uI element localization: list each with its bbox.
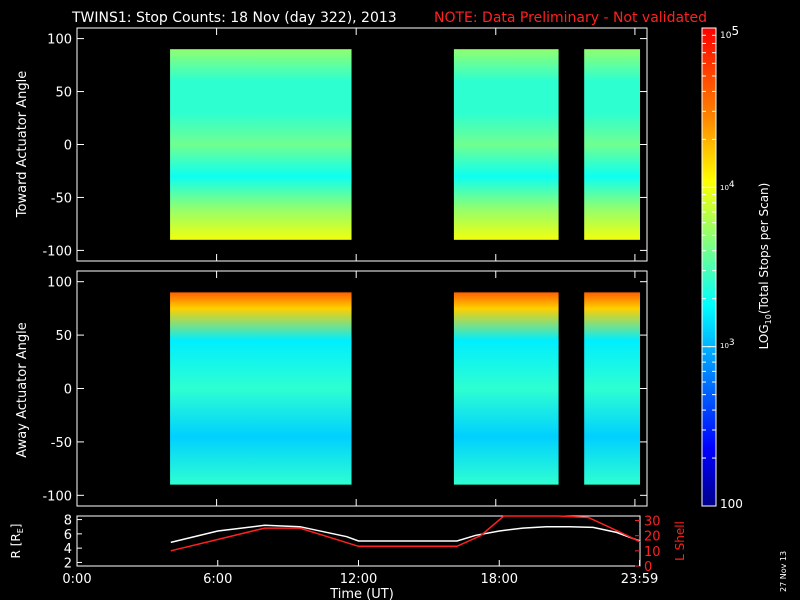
colorbar-bottom-label: 100 <box>720 497 743 511</box>
y-tick-label: 100 <box>47 33 72 48</box>
r-tick-label: 8 <box>64 514 72 529</box>
away-panel-bg <box>77 271 647 506</box>
toward-y-ticks: 100 50 0 -50 -100 <box>42 28 647 261</box>
heatmap-segment <box>170 292 352 485</box>
r-ylabel-sub: E <box>16 528 25 533</box>
r-tick-label: 4 <box>64 542 72 557</box>
x-axis-label: Time (UT) <box>329 587 394 600</box>
cb-top-base: 10 <box>720 31 732 41</box>
l-tick-label: 20 <box>644 530 661 545</box>
heatmap-segment <box>453 292 559 485</box>
y-tick-label: 0 <box>64 139 72 154</box>
colorbar-mid-label-2: 103 <box>720 338 735 350</box>
l-tick-label: 0 <box>644 560 652 575</box>
r-ylabel: R [RE] <box>9 524 25 559</box>
y-tick-label: -100 <box>42 489 72 504</box>
x-tick-label: 23:59 <box>621 572 658 587</box>
y-tick-label: -50 <box>51 191 72 206</box>
toward-panel: 100 50 0 -50 -100 Toward Actuator Angle <box>15 27 648 262</box>
away-heatmap <box>170 292 641 485</box>
y-tick-label: 50 <box>55 329 72 344</box>
away-y-ticks: 100 50 0 -50 -100 <box>42 271 647 506</box>
r-ylabel-end: ] <box>9 524 23 529</box>
l-tick-label: 30 <box>644 515 661 530</box>
l-tick-label: 10 <box>644 545 661 560</box>
cb-title-prefix: LOG <box>757 324 771 349</box>
x-tick-label: 12:00 <box>340 572 377 587</box>
heatmap-segment <box>584 49 641 240</box>
cb-title-suffix: (Total Stops per Scan) <box>757 183 771 314</box>
heatmap-segment <box>584 292 641 485</box>
y-tick-label: 50 <box>55 86 72 101</box>
l-shell-label: L Shell <box>673 521 687 561</box>
cb-mid1-exp: 4 <box>729 180 735 190</box>
toward-ylabel: Toward Actuator Angle <box>15 71 30 218</box>
orbit-lines <box>170 515 641 552</box>
colorbar: 105 104 103 100 LOG10(Total Stops per Sc… <box>701 24 773 511</box>
toward-panel-bg <box>77 28 647 261</box>
colorbar-ramp <box>701 27 717 507</box>
away-panel: 100 50 0 -50 -100 Away Actuator Angle <box>15 270 648 507</box>
x-tick-label: 6:00 <box>203 572 232 587</box>
r-line <box>170 524 641 544</box>
colorbar-ticks <box>702 27 716 507</box>
x-tick-label: 18:00 <box>481 572 518 587</box>
preliminary-note: NOTE: Data Preliminary - Not validated <box>434 10 707 26</box>
y-tick-label: -50 <box>51 436 72 451</box>
cb-mid1-base: 10 <box>720 184 729 192</box>
y-tick-label: 0 <box>64 383 72 398</box>
colorbar-top-label: 105 <box>720 24 739 41</box>
colorbar-mid-label-1: 104 <box>720 180 735 192</box>
l-shell-line <box>170 515 641 552</box>
cb-title-sub: 10 <box>764 314 773 324</box>
r-tick-label: 2 <box>64 556 72 571</box>
heatmap-segment <box>453 49 559 240</box>
heatmap-segment <box>170 49 352 240</box>
toward-heatmap <box>170 49 641 240</box>
chart-title: TWINS1: Stop Counts: 18 Nov (day 322), 2… <box>71 10 397 26</box>
x-tick-label: 0:00 <box>62 572 91 587</box>
cb-top-exp: 5 <box>731 24 739 38</box>
cb-mid2-exp: 3 <box>729 338 735 348</box>
y-tick-label: -100 <box>42 244 72 259</box>
cb-mid2-base: 10 <box>720 342 729 350</box>
date-stamp: 27 Nov 13 <box>779 551 788 592</box>
y-tick-label: 100 <box>47 276 72 291</box>
colorbar-title: LOG10(Total Stops per Scan) <box>757 183 773 350</box>
away-ylabel: Away Actuator Angle <box>15 322 30 457</box>
r-ylabel-main: R [R <box>9 533 23 558</box>
r-tick-label: 6 <box>64 528 72 543</box>
